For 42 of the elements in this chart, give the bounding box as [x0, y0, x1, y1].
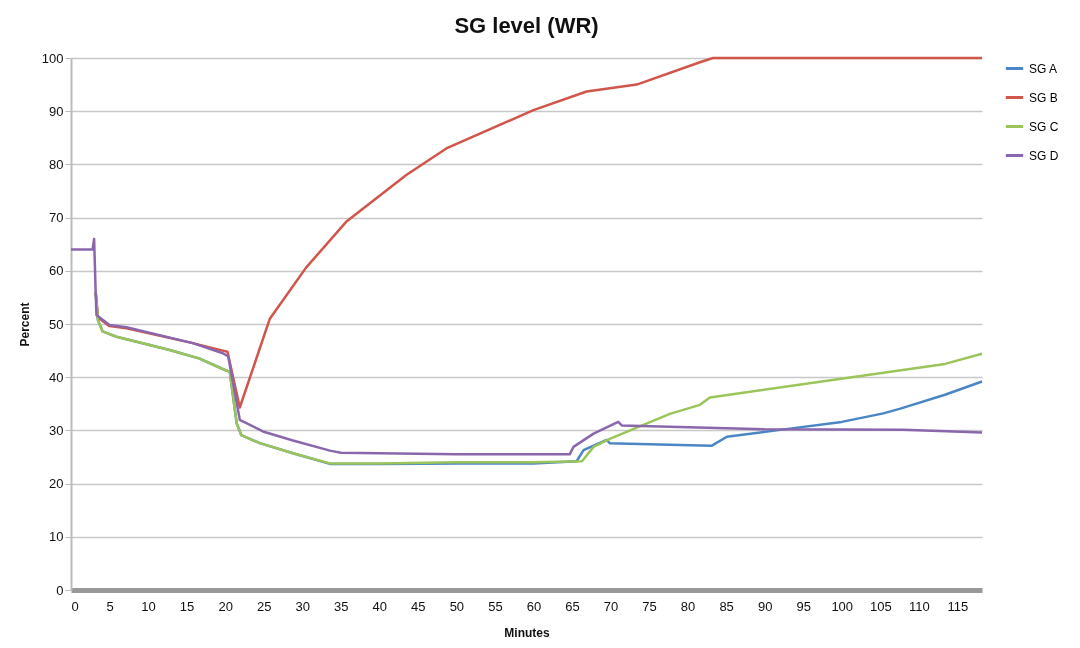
x-tick-label: 45	[411, 598, 426, 614]
x-tick-label: 30	[295, 598, 310, 614]
y-tick-label: 10	[49, 529, 64, 545]
chart-title: SG level (WR)	[454, 13, 599, 38]
x-tick-label: 10	[141, 598, 156, 614]
y-tick-label: 90	[49, 103, 64, 119]
x-tick-label: 20	[218, 598, 233, 614]
x-tick-label: 100	[831, 598, 854, 614]
y-tick-label: 0	[56, 582, 64, 598]
y-tick-label: 60	[49, 263, 64, 279]
x-tick-label: 60	[526, 598, 542, 614]
y-tick-label: 20	[49, 476, 64, 492]
x-tick-label: 90	[757, 598, 773, 614]
x-tick-label: 50	[449, 598, 465, 614]
y-tick-label: 100	[41, 50, 64, 66]
x-tick-label: 5	[106, 598, 114, 614]
x-tick-label: 110	[908, 598, 930, 614]
x-tick-label: 0	[71, 598, 79, 614]
y-tick-label: 50	[49, 316, 64, 332]
x-tick-label: 55	[488, 598, 503, 614]
y-tick-label: 80	[49, 156, 64, 172]
legend-label: SG D	[1029, 148, 1059, 163]
x-tick-label: 85	[719, 598, 734, 614]
x-tick-label: 35	[334, 598, 349, 614]
x-tick-label: 115	[947, 598, 969, 614]
x-axis-title: Minutes	[504, 625, 550, 640]
x-tick-label: 75	[642, 598, 657, 614]
x-tick-label: 25	[256, 598, 272, 614]
x-tick-label: 40	[372, 598, 388, 614]
x-tick-label: 15	[179, 598, 195, 614]
y-tick-label: 40	[49, 369, 64, 385]
legend-label: SG A	[1029, 61, 1058, 76]
x-tick-label: 95	[796, 598, 811, 614]
legend-label: SG B	[1029, 90, 1058, 105]
x-tick-label: 80	[680, 598, 696, 614]
y-tick-label: 70	[49, 210, 64, 226]
x-tick-label: 105	[869, 598, 892, 614]
x-tick-label: 70	[603, 598, 619, 614]
y-tick-label: 30	[49, 422, 64, 438]
legend-label: SG C	[1029, 119, 1059, 134]
x-tick-label: 65	[565, 598, 580, 614]
y-axis-title: Percent	[17, 302, 32, 347]
